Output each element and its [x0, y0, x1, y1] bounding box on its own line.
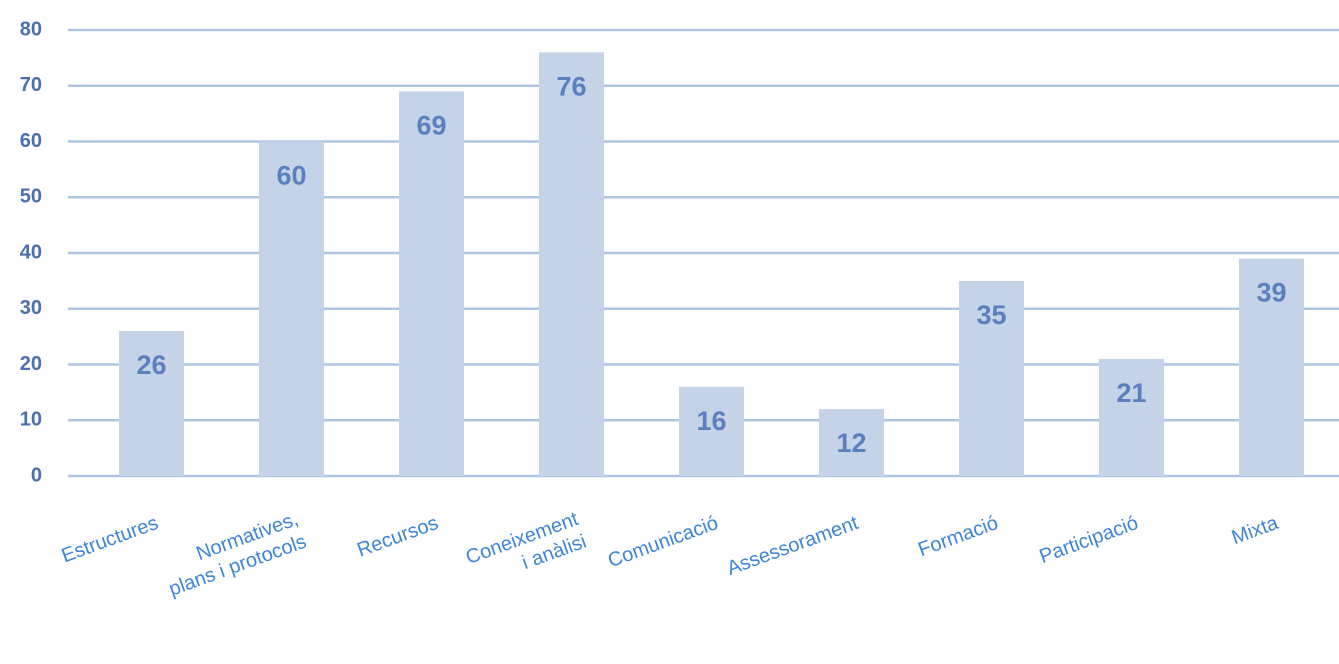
bar	[1099, 358, 1164, 476]
bar	[539, 52, 604, 477]
data-label: 16	[696, 406, 726, 436]
bar	[819, 409, 884, 476]
bar	[1239, 258, 1304, 476]
bar	[119, 331, 184, 476]
y-tick-label: 80	[20, 18, 42, 40]
data-label: 35	[976, 300, 1006, 330]
y-tick-label: 50	[20, 186, 42, 208]
y-tick-label: 10	[20, 409, 42, 431]
data-label: 60	[276, 161, 306, 191]
data-label: 69	[416, 110, 446, 140]
x-tick-label: Formació	[915, 512, 1001, 561]
x-tick-label: Mixta	[1229, 512, 1282, 549]
y-tick-label: 0	[31, 464, 42, 486]
bar	[399, 91, 464, 476]
data-label: 39	[1256, 278, 1286, 308]
x-tick-label: Coneixementi anàlisi	[463, 508, 590, 592]
x-tick-label: Estructures	[59, 512, 162, 567]
x-tick-label: Normatives,plans i protocols	[158, 508, 310, 601]
data-label: 12	[836, 428, 866, 458]
bar	[679, 386, 744, 476]
x-tick-label: Comunicació	[605, 512, 721, 572]
y-tick-label: 60	[20, 130, 42, 152]
bar	[959, 280, 1024, 476]
data-label: 26	[136, 350, 166, 380]
y-tick-label: 30	[20, 297, 42, 319]
x-tick-label: Assessorament	[724, 512, 861, 580]
data-label: 76	[556, 71, 586, 101]
data-label: 21	[1116, 378, 1146, 408]
x-tick-label: Participació	[1037, 512, 1142, 568]
y-tick-label: 40	[20, 241, 42, 263]
bar	[259, 141, 324, 476]
x-tick-label: Recursos	[354, 512, 441, 562]
y-tick-label: 70	[20, 74, 42, 96]
y-tick-label: 20	[20, 353, 42, 375]
